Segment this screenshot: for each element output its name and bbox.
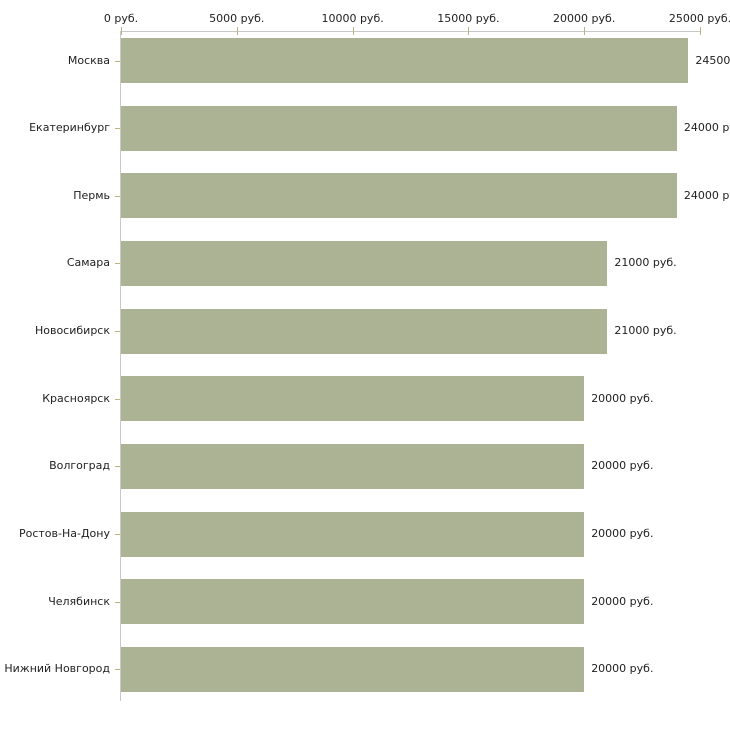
y-axis-tick (115, 195, 120, 197)
y-axis-tick (115, 601, 120, 603)
x-axis-tick (584, 27, 586, 35)
bar (121, 105, 677, 151)
x-axis-tick (352, 27, 354, 35)
y-axis-tick (115, 331, 120, 333)
value-label: 24000 руб. (683, 121, 730, 135)
y-axis-tick (115, 534, 120, 536)
category-label: Ростов-На-Дону (18, 527, 110, 541)
x-axis-tick (700, 27, 701, 35)
category-label: Челябинск (48, 594, 110, 608)
bar (121, 308, 608, 354)
category-label: Самара (66, 256, 110, 270)
x-axis-tick-label: 10000 руб. (321, 12, 384, 25)
y-axis-line (120, 31, 121, 701)
x-axis-tick-label: 20000 руб. (553, 12, 616, 25)
x-axis-tick-label: 0 руб. (103, 12, 139, 25)
bar (121, 579, 585, 625)
bar (121, 240, 608, 286)
value-label: 21000 руб. (614, 256, 677, 270)
value-label: 20000 руб. (591, 594, 654, 608)
y-axis-tick (115, 398, 120, 400)
category-label: Пермь (73, 188, 110, 202)
y-axis-tick (115, 128, 120, 130)
x-axis-tick-label: 15000 руб. (437, 12, 500, 25)
value-label: 24000 руб. (683, 188, 730, 202)
value-label: 21000 руб. (614, 324, 677, 338)
y-axis-tick (115, 263, 120, 265)
value-label: 20000 руб. (591, 459, 654, 473)
category-label: Волгоград (49, 459, 110, 473)
bar (121, 376, 585, 422)
bar (121, 511, 585, 557)
y-axis-tick (115, 669, 120, 671)
category-label: Нижний Новгород (4, 662, 110, 676)
y-axis-tick (115, 466, 120, 468)
bar (121, 38, 689, 83)
bar (121, 646, 585, 692)
x-axis-line (121, 31, 700, 32)
value-label: 20000 руб. (591, 391, 654, 405)
x-axis-tick (236, 27, 238, 35)
value-label: 20000 руб. (591, 662, 654, 676)
bar (121, 173, 677, 219)
category-label: Екатеринбург (29, 121, 110, 135)
category-label: Новосибирск (34, 324, 110, 338)
category-label: Москва (67, 53, 110, 67)
x-axis-tick-label: 25000 руб. (668, 12, 730, 25)
x-axis-tick (121, 27, 122, 35)
bar (121, 443, 585, 489)
category-label: Красноярск (42, 391, 110, 405)
value-label: 20000 руб. (591, 527, 654, 541)
value-label: 24500 руб. (695, 53, 730, 67)
x-axis-tick (468, 27, 470, 35)
x-axis-tick-label: 5000 руб. (209, 12, 265, 25)
y-axis-tick (115, 60, 120, 62)
